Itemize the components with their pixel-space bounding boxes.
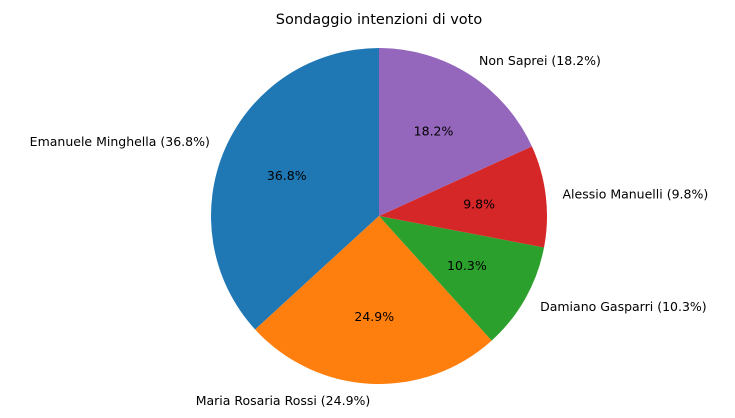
pie-percent-label-3: 9.8% (463, 196, 495, 211)
pie-percent-label-0: 36.8% (267, 168, 307, 183)
pie-slice-4 (379, 48, 532, 216)
pie-percent-label-4: 18.2% (414, 124, 454, 139)
pie-percent-label-2: 10.3% (447, 258, 487, 273)
pie-slice-label-2: Damiano Gasparri (10.3%) (540, 299, 707, 314)
pie-slice-1 (255, 216, 492, 384)
pie-percent-label-1: 24.9% (354, 309, 394, 324)
pie-slice-label-3: Alessio Manuelli (9.8%) (562, 186, 708, 201)
pie-slice-2 (379, 216, 545, 341)
pie-slice-3 (379, 146, 547, 248)
pie-slice-label-0: Emanuele Minghella (36.8%) (30, 134, 210, 149)
pie-slices (210, 48, 547, 384)
pie-percent-labels: 36.8% 24.9% 10.3% 9.8% 18.2% (267, 124, 495, 324)
chart-title: Sondaggio intenzioni di voto (276, 12, 483, 28)
pie-slice-0 (210, 48, 379, 330)
pie-slice-label-1: Maria Rosaria Rossi (24.9%) (196, 393, 371, 408)
pie-slice-labels: Emanuele Minghella (36.8%) Maria Rosaria … (30, 53, 709, 408)
pie-slice-label-4: Non Saprei (18.2%) (479, 53, 601, 68)
